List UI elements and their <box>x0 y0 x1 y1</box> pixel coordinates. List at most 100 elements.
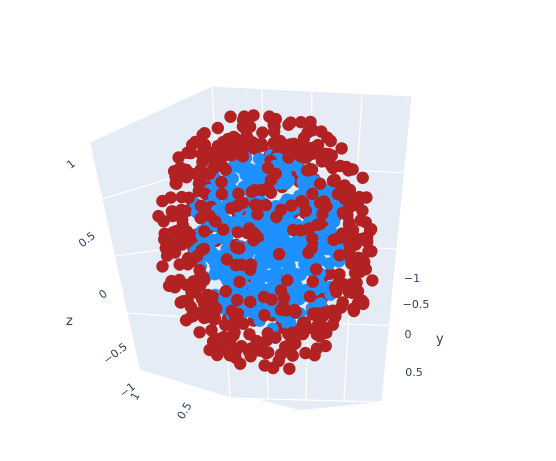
outer-shell-point <box>198 127 211 140</box>
outer-shell-point <box>198 225 211 238</box>
outer-shell-point <box>167 226 180 239</box>
outer-shell-point <box>258 309 271 322</box>
outer-shell-point <box>351 297 365 310</box>
outer-shell-point <box>366 274 379 287</box>
left-wall-gridline <box>139 369 231 399</box>
y-tick-label: 0.5 <box>405 366 423 379</box>
outer-shell-point <box>160 249 174 262</box>
outer-shell-point <box>311 218 324 231</box>
inner-core-point <box>284 317 297 330</box>
outer-shell-point <box>224 202 238 215</box>
outer-shell-point <box>265 293 278 306</box>
outer-shell-point <box>156 260 169 273</box>
outer-shell-point <box>274 203 288 216</box>
outer-shell-point <box>165 205 179 218</box>
y-axis-title: y <box>436 332 444 347</box>
outer-shell-point <box>206 290 219 303</box>
outer-shell-point <box>169 170 182 183</box>
outer-shell-point <box>224 110 237 123</box>
outer-shell-point <box>210 156 223 170</box>
outer-shell-point <box>243 328 256 341</box>
outer-shell-point <box>296 137 310 150</box>
inner-core-point <box>252 152 266 166</box>
outer-shell-point <box>305 232 319 245</box>
outer-shell-point <box>305 163 319 176</box>
outer-shell-point <box>356 171 369 184</box>
outer-shell-point <box>282 118 295 131</box>
inner-core-point <box>263 229 276 242</box>
outer-shell-point <box>333 268 346 281</box>
outer-shell-point <box>229 312 242 326</box>
outer-shell-point <box>297 196 310 209</box>
inner-core-point <box>276 234 290 247</box>
outer-shell-point <box>330 285 343 299</box>
z-tick-label: 0 <box>96 287 110 302</box>
outer-shell-point <box>217 136 230 149</box>
outer-shell-point <box>230 241 243 254</box>
outer-shell-point <box>231 293 244 307</box>
outer-shell-point <box>195 147 208 161</box>
outer-shell-point <box>324 134 337 148</box>
axis-titles: z y <box>66 314 444 347</box>
outer-shell-point <box>283 362 296 375</box>
outer-shell-point <box>197 242 211 255</box>
outer-shell-point <box>152 209 165 223</box>
outer-shell-point <box>306 275 319 288</box>
outer-shell-point <box>215 175 228 189</box>
outer-shell-point <box>220 253 234 266</box>
outer-shell-point <box>313 177 327 190</box>
outer-shell-point <box>299 320 313 333</box>
outer-shell-point <box>264 173 278 187</box>
inner-core-point <box>209 265 222 279</box>
back-wall-gridline <box>229 397 383 403</box>
outer-shell-point <box>251 208 264 221</box>
inner-core-point <box>233 161 247 174</box>
outer-shell-point <box>310 263 323 276</box>
inner-core-point <box>282 174 295 187</box>
outer-shell-point <box>272 247 286 261</box>
outer-shell-point <box>209 215 222 228</box>
outer-shell-point <box>185 310 198 323</box>
outer-shell-point <box>234 357 247 370</box>
inner-core-point <box>287 238 300 251</box>
outer-shell-point <box>245 185 259 198</box>
outer-shell-point <box>333 249 346 262</box>
outer-shell-point <box>172 151 185 164</box>
outer-shell-point <box>282 151 295 164</box>
y-tick-label: 0 <box>405 328 412 341</box>
outer-shell-point <box>285 199 298 212</box>
outer-shell-point <box>210 337 223 350</box>
outer-shell-point <box>243 120 257 133</box>
outer-shell-point <box>235 258 248 271</box>
scatter-points <box>152 109 379 375</box>
outer-shell-point <box>353 190 366 204</box>
outer-shell-point <box>313 196 327 210</box>
inner-core-point <box>255 259 268 272</box>
outer-shell-point <box>306 187 319 201</box>
x-tick-label: 0.5 <box>175 400 195 422</box>
z-tick-label: 1 <box>64 157 78 172</box>
outer-shell-point <box>328 311 341 324</box>
inner-core-point <box>206 233 219 247</box>
outer-shell-point <box>261 327 274 340</box>
z-tick-label: −0.5 <box>101 340 130 367</box>
outer-shell-point <box>164 191 177 204</box>
outer-shell-point <box>294 116 308 129</box>
outer-shell-point <box>194 199 208 212</box>
outer-shell-point <box>350 276 363 289</box>
outer-shell-point <box>238 110 251 123</box>
outer-shell-point <box>262 346 275 359</box>
outer-shell-point <box>197 274 211 287</box>
outer-shell-point <box>345 257 358 270</box>
inner-core-point <box>249 280 263 294</box>
outer-shell-point <box>360 230 374 244</box>
outer-shell-point <box>217 223 230 236</box>
outer-shell-point <box>215 187 229 201</box>
inner-core-point <box>248 305 262 319</box>
inner-core-point <box>323 257 336 270</box>
outer-shell-point <box>256 126 269 139</box>
outer-shell-point <box>287 140 300 153</box>
outer-shell-point <box>314 311 327 324</box>
outer-shell-point <box>232 137 245 151</box>
